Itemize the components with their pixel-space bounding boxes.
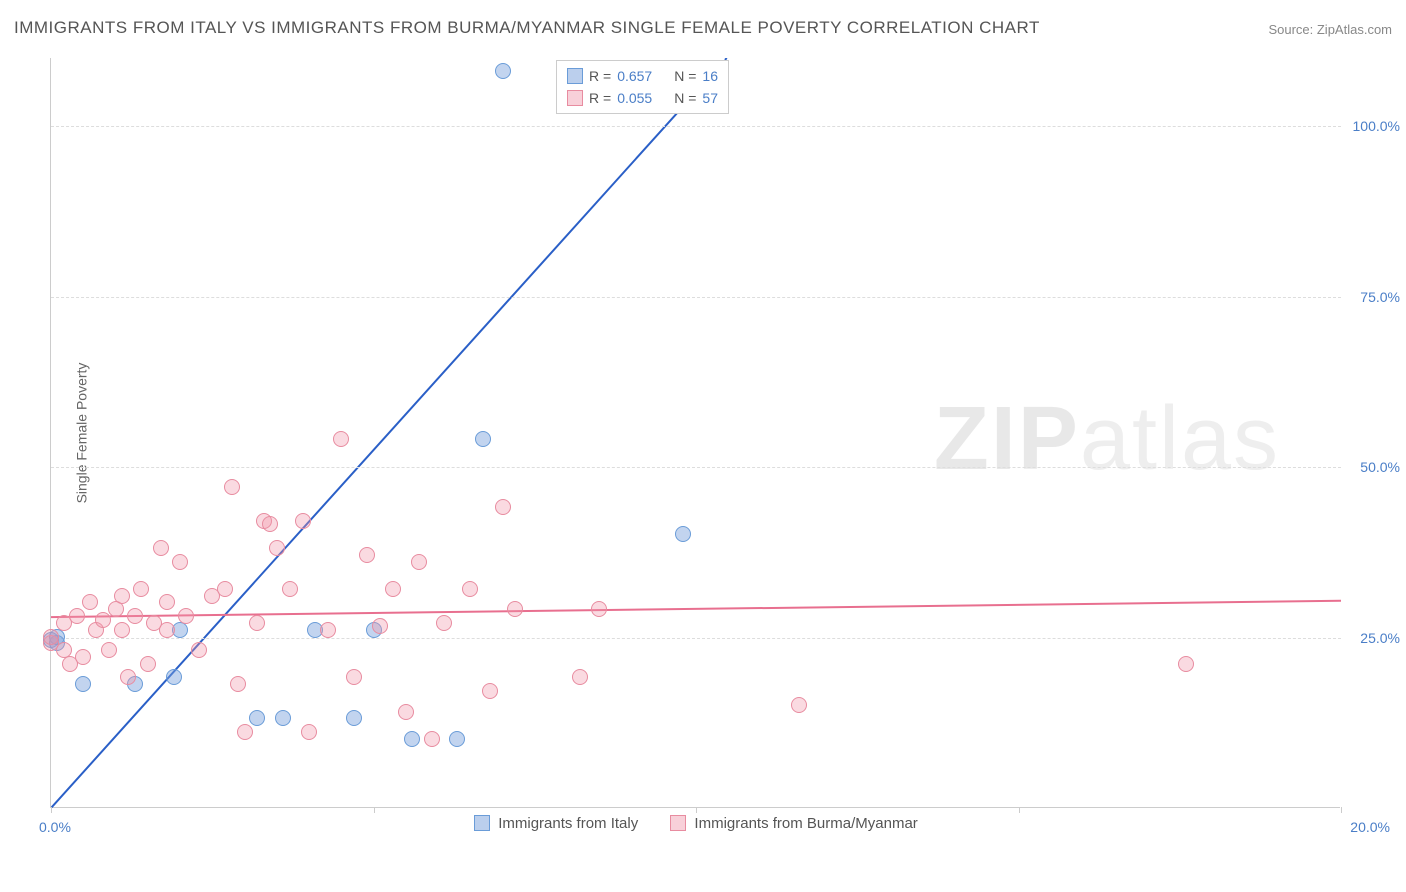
- data-point-burma: [269, 540, 285, 556]
- x-tick: [51, 807, 52, 813]
- data-point-italy: [75, 676, 91, 692]
- swatch-pink-icon: [670, 815, 686, 831]
- data-point-burma: [301, 724, 317, 740]
- data-point-burma: [262, 516, 278, 532]
- data-point-burma: [385, 581, 401, 597]
- y-tick-label: 25.0%: [1360, 630, 1400, 646]
- data-point-burma: [282, 581, 298, 597]
- data-point-burma: [120, 669, 136, 685]
- data-point-burma: [791, 697, 807, 713]
- data-point-burma: [295, 513, 311, 529]
- data-point-burma: [159, 622, 175, 638]
- chart-title: IMMIGRANTS FROM ITALY VS IMMIGRANTS FROM…: [14, 18, 1040, 38]
- data-point-burma: [172, 554, 188, 570]
- x-tick: [374, 807, 375, 813]
- data-point-burma: [82, 594, 98, 610]
- data-point-italy: [495, 63, 511, 79]
- data-point-burma: [108, 601, 124, 617]
- y-tick-label: 75.0%: [1360, 289, 1400, 305]
- legend-series: Immigrants from Italy Immigrants from Bu…: [51, 815, 1341, 836]
- data-point-burma: [462, 581, 478, 597]
- data-point-burma: [507, 601, 523, 617]
- legend-correlation: R = 0.657 N = 16 R = 0.055 N = 57: [556, 60, 729, 114]
- data-point-burma: [159, 594, 175, 610]
- watermark: ZIPatlas: [934, 388, 1280, 491]
- data-point-burma: [69, 608, 85, 624]
- data-point-italy: [675, 526, 691, 542]
- data-point-burma: [346, 669, 362, 685]
- swatch-pink-icon: [567, 90, 583, 106]
- x-tick: [1019, 807, 1020, 813]
- data-point-burma: [398, 704, 414, 720]
- data-point-burma: [178, 608, 194, 624]
- data-point-burma: [153, 540, 169, 556]
- legend-item-burma: Immigrants from Burma/Myanmar: [670, 815, 917, 832]
- y-tick-label: 50.0%: [1360, 459, 1400, 475]
- data-point-burma: [140, 656, 156, 672]
- data-point-burma: [411, 554, 427, 570]
- data-point-burma: [359, 547, 375, 563]
- y-tick-label: 100.0%: [1353, 118, 1400, 134]
- gridline-h: [51, 297, 1341, 298]
- data-point-burma: [224, 479, 240, 495]
- source-label: Source: ZipAtlas.com: [1268, 22, 1392, 37]
- data-point-burma: [482, 683, 498, 699]
- data-point-burma: [572, 669, 588, 685]
- data-point-burma: [436, 615, 452, 631]
- trend-lines: [51, 58, 1341, 808]
- data-point-burma: [249, 615, 265, 631]
- gridline-h: [51, 638, 1341, 639]
- data-point-burma: [127, 608, 143, 624]
- gridline-h: [51, 126, 1341, 127]
- plot-area: Single Female Poverty ZIPatlas R = 0.657…: [50, 58, 1340, 808]
- legend-item-italy: Immigrants from Italy: [474, 815, 638, 832]
- swatch-blue-icon: [567, 68, 583, 84]
- y-axis-label: Single Female Poverty: [73, 362, 89, 503]
- data-point-burma: [75, 649, 91, 665]
- data-point-burma: [101, 642, 117, 658]
- data-point-italy: [404, 731, 420, 747]
- legend-row-italy: R = 0.657 N = 16: [567, 65, 718, 87]
- data-point-burma: [372, 618, 388, 634]
- data-point-burma: [1178, 656, 1194, 672]
- data-point-burma: [495, 499, 511, 515]
- data-point-italy: [249, 710, 265, 726]
- data-point-burma: [424, 731, 440, 747]
- correlation-chart: Single Female Poverty ZIPatlas R = 0.657…: [50, 58, 1390, 838]
- data-point-italy: [346, 710, 362, 726]
- data-point-burma: [333, 431, 349, 447]
- data-point-italy: [449, 731, 465, 747]
- x-tick-max: 20.0%: [1350, 819, 1390, 835]
- x-tick: [1341, 807, 1342, 813]
- x-tick: [696, 807, 697, 813]
- data-point-burma: [114, 588, 130, 604]
- legend-row-burma: R = 0.055 N = 57: [567, 87, 718, 109]
- data-point-burma: [230, 676, 246, 692]
- swatch-blue-icon: [474, 815, 490, 831]
- data-point-italy: [475, 431, 491, 447]
- data-point-burma: [320, 622, 336, 638]
- data-point-burma: [191, 642, 207, 658]
- data-point-italy: [166, 669, 182, 685]
- data-point-burma: [591, 601, 607, 617]
- data-point-burma: [133, 581, 149, 597]
- gridline-h: [51, 467, 1341, 468]
- data-point-italy: [275, 710, 291, 726]
- data-point-burma: [114, 622, 130, 638]
- data-point-burma: [217, 581, 233, 597]
- data-point-burma: [43, 629, 59, 645]
- data-point-burma: [237, 724, 253, 740]
